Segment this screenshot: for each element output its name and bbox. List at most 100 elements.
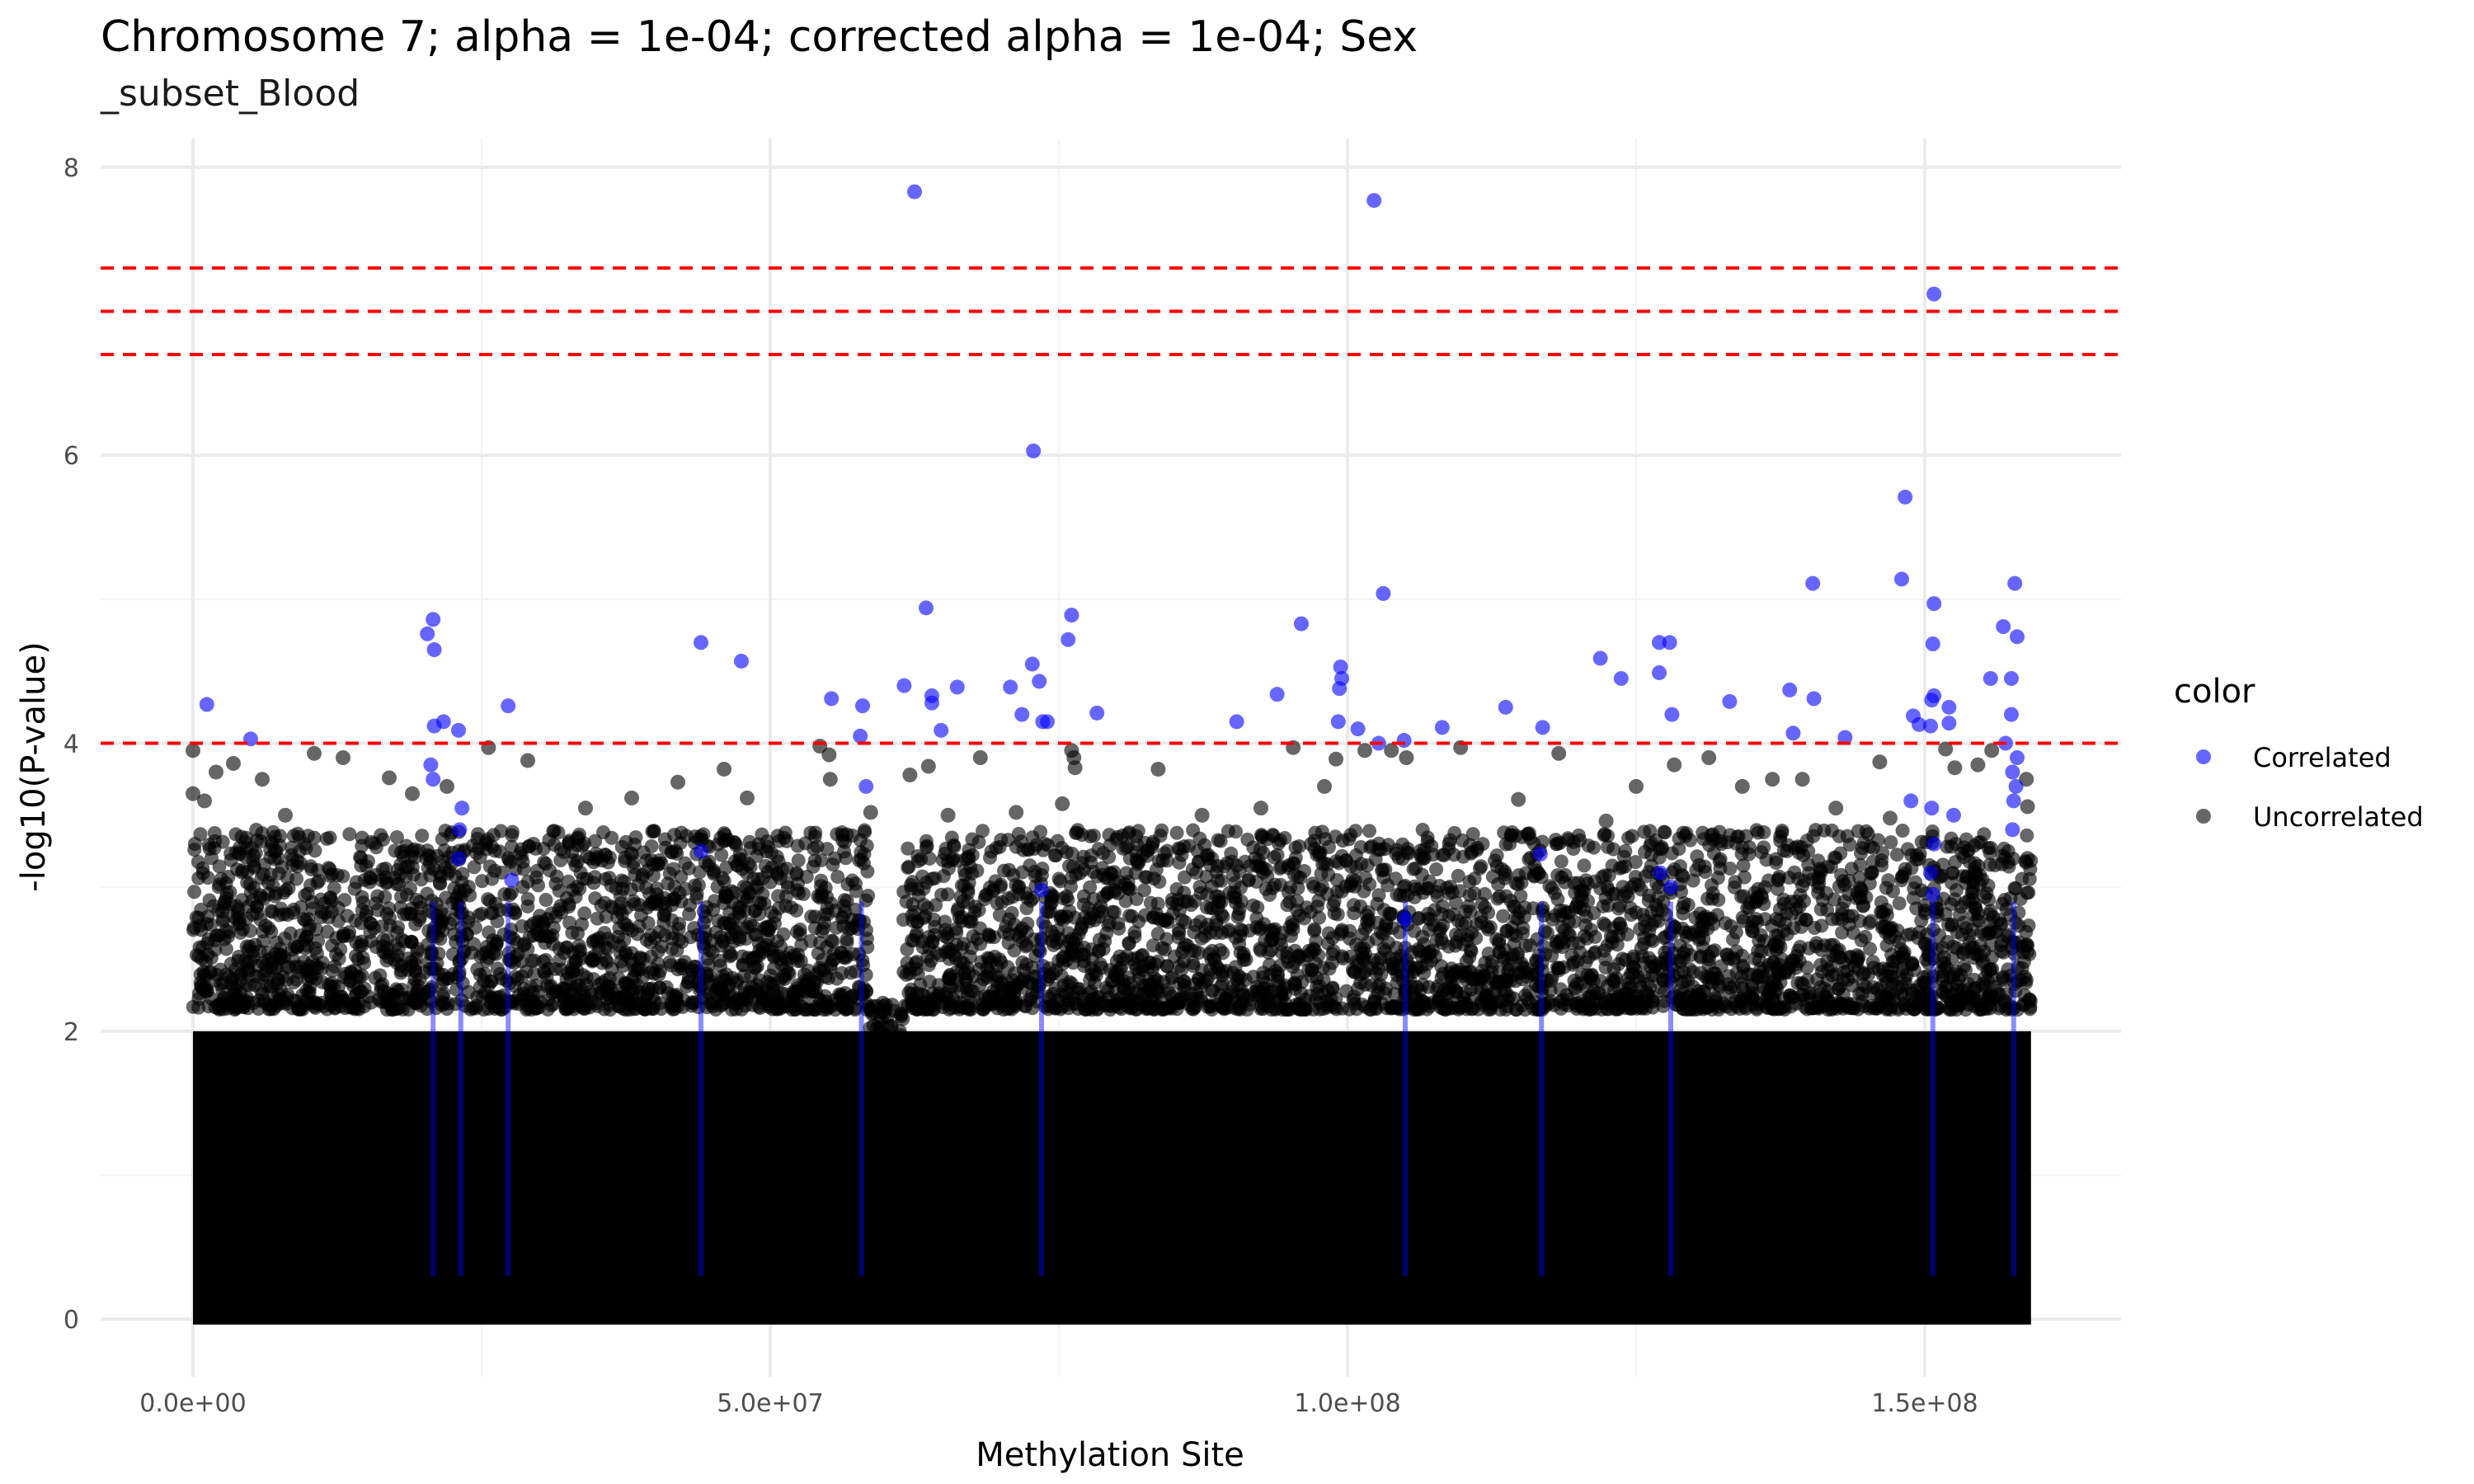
uncorrelated-point [961,986,976,1001]
uncorrelated-point [839,851,854,866]
uncorrelated-point [1982,845,1997,860]
uncorrelated-point [1093,957,1108,972]
uncorrelated-point [1828,967,1843,982]
uncorrelated-point [1894,986,1909,1001]
uncorrelated-point [961,895,976,910]
uncorrelated-point [1177,870,1192,885]
uncorrelated-point [1459,965,1474,980]
x-tick-label: 0.0e+00 [139,1389,246,1418]
uncorrelated-point [1448,895,1463,910]
uncorrelated-point [1233,970,1248,985]
uncorrelated-point [202,893,217,908]
uncorrelated-point [495,971,510,986]
uncorrelated-point [784,998,799,1013]
uncorrelated-point [1292,838,1307,853]
uncorrelated-point [1051,871,1066,886]
uncorrelated-point [1597,943,1611,958]
uncorrelated-point [549,869,564,884]
uncorrelated-point [1810,972,1825,987]
uncorrelated-point [230,905,245,920]
uncorrelated-point [1253,943,1268,958]
uncorrelated-point [1048,848,1063,863]
uncorrelated-point [599,909,614,924]
uncorrelated-point [276,907,291,922]
uncorrelated-point [719,967,734,982]
uncorrelated-point [574,951,589,966]
uncorrelated-point [705,945,720,960]
uncorrelated-point [1700,891,1715,906]
uncorrelated-point [1325,980,1340,995]
uncorrelated-point [1149,862,1164,877]
uncorrelated-point [325,866,340,881]
uncorrelated-point [1479,919,1494,934]
uncorrelated-point [1263,887,1277,902]
uncorrelated-point [324,894,339,909]
uncorrelated-point [580,871,595,886]
uncorrelated-point [1928,1002,1943,1017]
chart-title: Chromosome 7; alpha = 1e-04; corrected a… [101,12,1418,62]
uncorrelated-point [1727,880,1742,895]
uncorrelated-point [1499,923,1514,938]
uncorrelated-point [1794,912,1808,927]
uncorrelated-point [904,987,919,1002]
uncorrelated-point [949,925,964,940]
uncorrelated-point [646,962,661,977]
uncorrelated-point [1367,991,1382,1006]
uncorrelated-point [748,927,763,942]
uncorrelated-point [1837,895,1851,909]
uncorrelated-point [1885,884,1900,899]
uncorrelated-point [1086,829,1101,843]
uncorrelated-point [1171,892,1186,907]
uncorrelated-point [207,825,222,840]
uncorrelated-point [463,888,477,903]
uncorrelated-point [524,954,539,969]
uncorrelated-point [628,830,643,845]
uncorrelated-point [1241,989,1256,1003]
uncorrelated-point [807,853,822,868]
uncorrelated-point [1892,896,1907,911]
uncorrelated-point [1390,963,1405,978]
uncorrelated-point [1677,829,1692,843]
uncorrelated-point [1481,946,1496,961]
uncorrelated-point [1657,930,1672,945]
uncorrelated-point [325,964,340,979]
uncorrelated-point [1376,870,1391,885]
uncorrelated-point [1203,900,1218,915]
uncorrelated-point [191,871,206,885]
uncorrelated-point [420,1002,435,1017]
uncorrelated-point [479,953,494,968]
uncorrelated-point [449,982,464,997]
uncorrelated-point [1221,923,1236,937]
uncorrelated-point [1193,914,1208,929]
uncorrelated-point [1818,989,1833,1004]
uncorrelated-point [287,939,302,954]
uncorrelated-point [1278,1003,1293,1017]
uncorrelated-point [1518,938,1533,953]
y-tick-label: 4 [63,730,79,759]
uncorrelated-point [1845,978,1860,993]
uncorrelated-point [281,881,296,895]
uncorrelated-point [1601,839,1616,854]
uncorrelated-point [1347,898,1362,913]
uncorrelated-point [835,825,849,840]
uncorrelated-point [1095,904,1110,919]
uncorrelated-point [881,1018,896,1033]
uncorrelated-point [1074,922,1089,937]
uncorrelated-point [359,904,374,919]
uncorrelated-point [778,890,793,904]
uncorrelated-point [506,956,521,970]
uncorrelated-point [1757,824,1771,839]
uncorrelated-point [1396,889,1411,904]
uncorrelated-point [2021,885,2036,900]
uncorrelated-point [484,974,499,989]
uncorrelated-point [905,933,920,948]
uncorrelated-point [910,853,925,868]
uncorrelated-point [637,1002,652,1017]
uncorrelated-point [1792,899,1807,914]
uncorrelated-point [437,843,452,857]
uncorrelated-point [1364,838,1379,853]
uncorrelated-point [223,885,238,899]
uncorrelated-point [1686,979,1700,994]
uncorrelated-point [355,830,369,845]
uncorrelated-point [1429,862,1444,877]
